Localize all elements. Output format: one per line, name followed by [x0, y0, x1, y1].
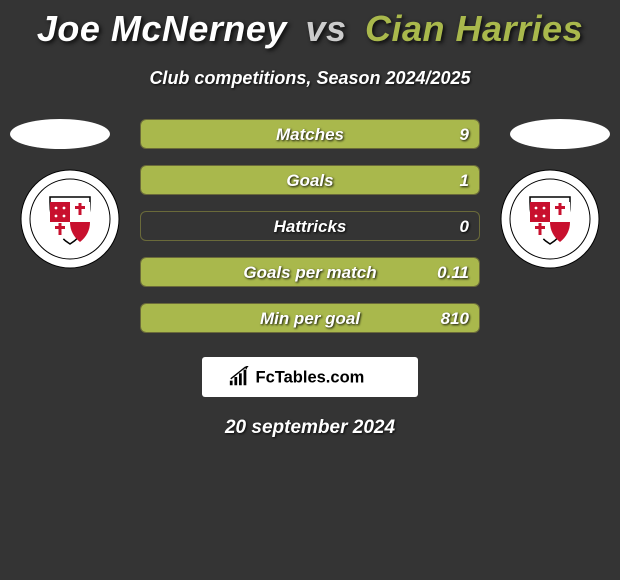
player1-crest: [20, 169, 120, 269]
stat-bar: Goals 1: [140, 165, 480, 195]
stat-label: Hattricks: [141, 212, 479, 241]
stat-bar: Hattricks 0: [140, 211, 480, 241]
crest-icon: [500, 169, 600, 269]
fctables-logo: FcTables.com: [202, 357, 418, 397]
logo-text: FcTables.com: [255, 369, 364, 387]
stat-bar: Matches 9: [140, 119, 480, 149]
date-text: 20 september 2024: [0, 417, 620, 439]
vs-text: vs: [305, 8, 346, 49]
comparison-content: Matches 9 Goals 1 Hattricks 0 Goals per …: [0, 119, 620, 349]
stat-value-right: 1: [460, 166, 469, 195]
player2-crest: [500, 169, 600, 269]
stat-label: Min per goal: [141, 304, 479, 333]
crest-icon: [20, 169, 120, 269]
stat-label: Matches: [141, 120, 479, 149]
stat-bar: Goals per match 0.11: [140, 257, 480, 287]
player1-name: Joe McNerney: [37, 8, 287, 49]
subtitle: Club competitions, Season 2024/2025: [0, 68, 620, 89]
player2-avatar: [510, 119, 610, 149]
stat-value-right: 0.11: [437, 258, 469, 287]
fctables-logo-icon: FcTables.com: [228, 366, 393, 388]
stat-value-right: 0: [460, 212, 469, 241]
stat-bar: Min per goal 810: [140, 303, 480, 333]
page-title: Joe McNerney vs Cian Harries: [0, 0, 620, 50]
stat-value-right: 9: [460, 120, 469, 149]
stat-label: Goals: [141, 166, 479, 195]
stat-bars: Matches 9 Goals 1 Hattricks 0 Goals per …: [140, 119, 480, 349]
player2-name: Cian Harries: [365, 8, 583, 49]
stat-value-right: 810: [441, 304, 469, 333]
player1-avatar: [10, 119, 110, 149]
stat-label: Goals per match: [141, 258, 479, 287]
